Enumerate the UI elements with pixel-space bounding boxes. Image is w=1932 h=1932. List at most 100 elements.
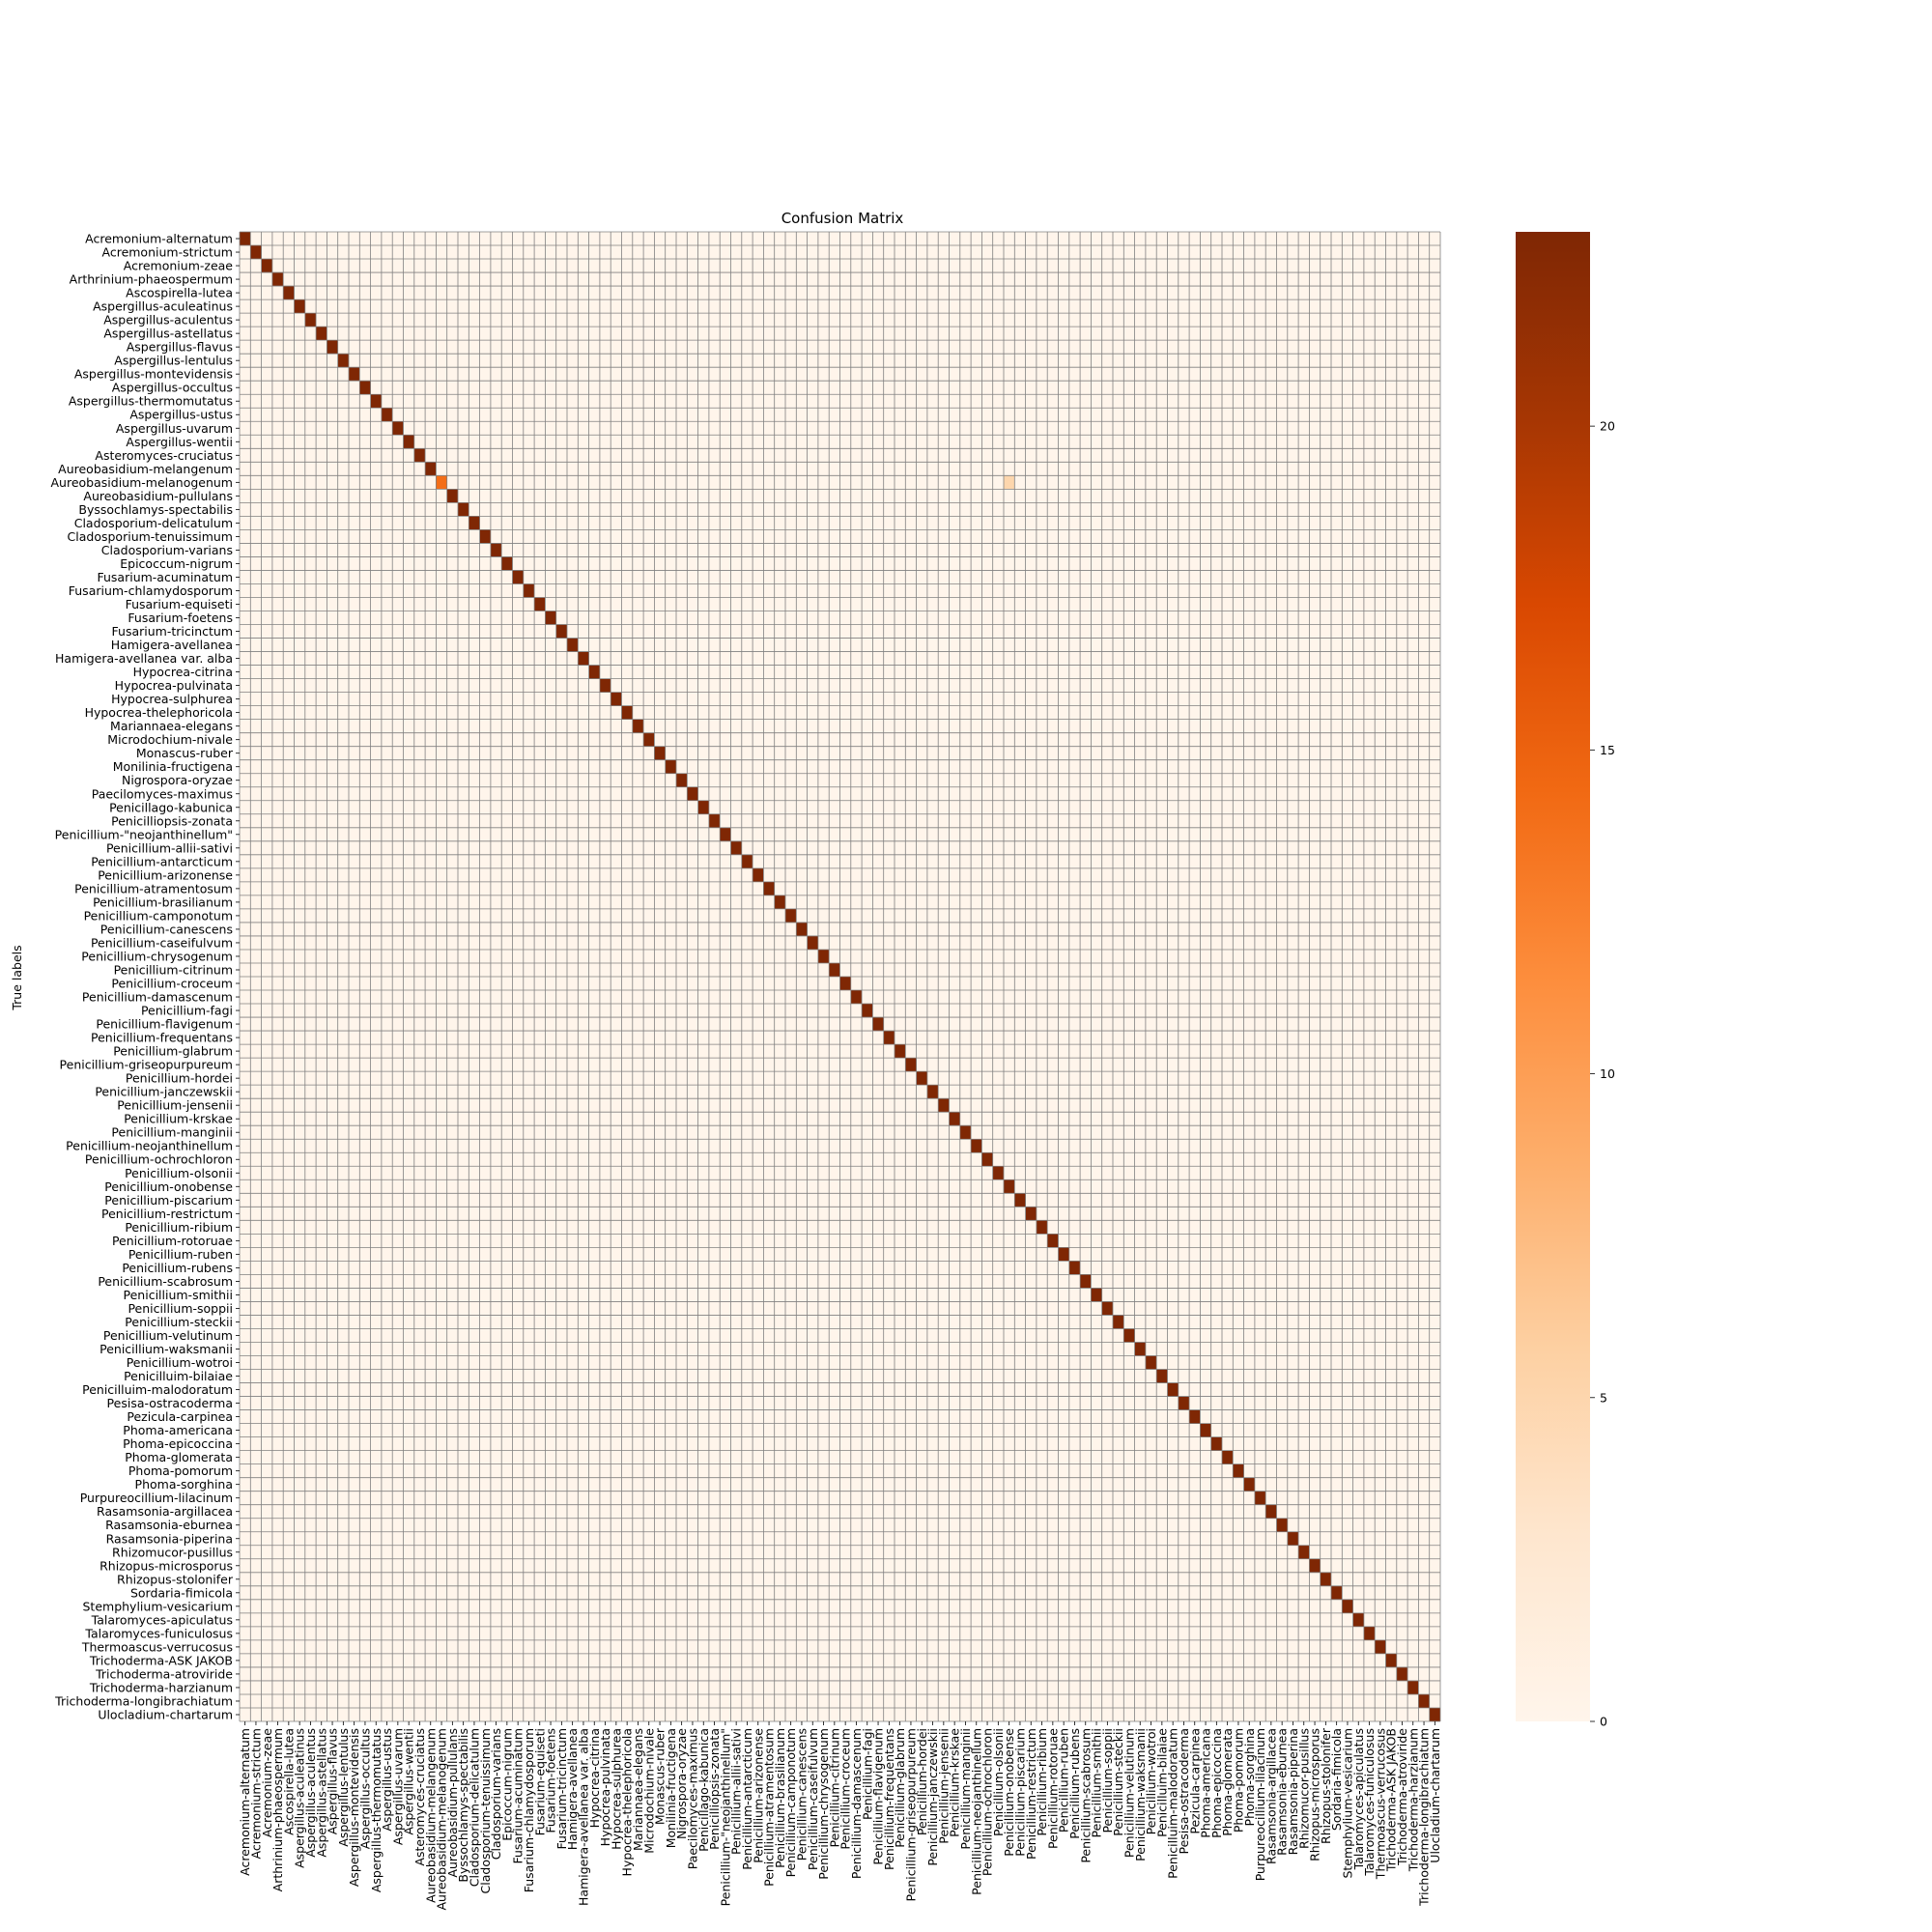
x-tick-label: Penicillium-"neojanthinellum" xyxy=(718,1728,732,1906)
x-tick-labels: Acremonium-alternatumAcremonium-strictum… xyxy=(238,1721,1442,1911)
heatmap-grid xyxy=(239,231,1441,1722)
colorbar-tick-label: 0 xyxy=(1600,1715,1607,1729)
y-tick-label: Penicillium-arizonense xyxy=(98,867,233,882)
y-tick-label: Penicillium-antarcticum xyxy=(91,854,233,868)
y-tick-label: Penicillium-rubens xyxy=(122,1261,233,1275)
x-tick-label: Penicillium-griseopurpureum xyxy=(903,1728,918,1901)
heatmap-cell xyxy=(1200,1423,1211,1437)
x-tick-label: Sordaria-fimicola xyxy=(1329,1728,1344,1831)
y-tick-label: Penicillium-allii-sativi xyxy=(106,840,233,855)
x-tick-label: Pesisa-ostracoderma xyxy=(1177,1728,1191,1854)
heatmap-cell xyxy=(862,1004,873,1018)
heatmap-cell xyxy=(643,732,655,747)
colorbar-tick-label: 15 xyxy=(1600,743,1615,757)
y-tick-label: Ulocladium-chartarum xyxy=(98,1707,233,1721)
y-tick-label: Purpureocillium-lilacinum xyxy=(80,1491,233,1505)
heatmap-cell xyxy=(599,678,611,693)
y-tick-label: Penicillium-hordei xyxy=(126,1071,233,1086)
heatmap-cell xyxy=(807,935,818,950)
heatmap-cell xyxy=(1080,1274,1092,1289)
y-tick-label: Hamigera-avellanea xyxy=(111,638,233,652)
y-tick-label: Rasamsonia-argillacea xyxy=(97,1504,233,1519)
y-tick-label: Mariannaea-elegans xyxy=(110,719,233,733)
x-tick-label: Penicillium-antarcticum xyxy=(740,1728,754,1870)
heatmap-cell xyxy=(240,232,251,246)
heatmap-cell xyxy=(1331,1585,1343,1600)
y-tick-label: Phoma-americana xyxy=(123,1423,233,1437)
y-tick-label: Penicillium-caseifulvum xyxy=(91,935,233,950)
x-tick-label: Hypocrea-pulvinata xyxy=(598,1728,612,1846)
heatmap-cell xyxy=(905,1058,917,1072)
y-tick-label: Ascospirella-lutea xyxy=(126,286,233,300)
x-tick-label: Penicillium-allii-sativi xyxy=(729,1728,744,1855)
x-tick-label: Penicilluim-bilaiae xyxy=(1154,1728,1169,1837)
heatmap-cell xyxy=(708,813,721,828)
x-tick-label: Phoma-glomerata xyxy=(1220,1728,1235,1836)
y-tick-label: Asteromyces-cruciatus xyxy=(95,448,233,463)
x-tick-label: Penicillium-rubens xyxy=(1067,1728,1082,1839)
heatmap-cell xyxy=(1298,1545,1310,1559)
x-tick-label: Penicillium-canescens xyxy=(794,1728,809,1861)
heatmap-cell xyxy=(1265,1504,1277,1519)
y-tick-label: Penicillium-manginii xyxy=(111,1125,233,1140)
heatmap-cell xyxy=(959,1125,972,1140)
y-tick-label: Penicillium-glabrum xyxy=(113,1044,233,1059)
x-tick-label: Penicillium-ribium xyxy=(1035,1728,1049,1836)
y-tick-label: Phoma-glomerata xyxy=(125,1450,233,1464)
x-tick-label: Cladosporium-varians xyxy=(489,1728,503,1860)
y-tick-label: Aspergillus-aculentus xyxy=(103,313,233,327)
x-tick-label: Cladosporium-delicatulum xyxy=(467,1728,481,1887)
heatmap-cell xyxy=(938,1098,950,1113)
y-tick-label: Penicillium-flavigenum xyxy=(96,1017,233,1032)
y-tick-label: Aspergillus-montevidensis xyxy=(74,367,233,382)
heatmap-cell xyxy=(1396,1666,1408,1681)
y-tick-label: Penicillium-ochrochloron xyxy=(85,1152,233,1167)
x-tick-label: Penicillium-olsonii xyxy=(991,1728,1006,1836)
y-tick-label: Penicillium-damascenum xyxy=(82,990,233,1005)
colorbar-tick-label: 20 xyxy=(1600,419,1615,434)
heatmap-cell xyxy=(1233,1463,1244,1478)
heatmap-cell xyxy=(512,570,524,584)
x-tick-label: Fusarium-chlamydosporum xyxy=(522,1728,536,1892)
heatmap-cell xyxy=(588,665,600,679)
y-tick-label: Sordaria-fimicola xyxy=(130,1585,233,1600)
chart-title: Confusion Matrix xyxy=(781,210,904,227)
heatmap-cell xyxy=(304,313,317,327)
x-tick-label: Acremonium-strictum xyxy=(248,1728,263,1860)
x-tick-label: Aspergillus-ustus xyxy=(380,1728,394,1832)
x-tick-label: Aureobasidium-pullulans xyxy=(445,1728,460,1878)
heatmap-cell xyxy=(872,1017,884,1032)
y-tick-label: Penicillium-rotoruae xyxy=(112,1234,233,1248)
x-tick-label: Aspergillus-astellatus xyxy=(314,1728,328,1858)
heatmap-cell xyxy=(1025,1207,1037,1221)
x-tick-label: Talaromyces-funiculosus xyxy=(1362,1728,1377,1877)
x-tick-label: Penicillium-scabrosum xyxy=(1078,1728,1093,1863)
x-tick-label: Rasamsonia-piperina xyxy=(1286,1728,1300,1855)
heatmap-cell xyxy=(621,705,633,720)
heatmap-cell xyxy=(1036,1220,1048,1235)
y-tick-label: Microdochium-nivale xyxy=(107,732,233,747)
y-tick-label: Monilinia-fructigena xyxy=(113,759,233,774)
y-tick-label: Paecilomyces-maximus xyxy=(92,786,233,801)
y-tick-label: Rasamsonia-piperina xyxy=(106,1531,233,1546)
x-tick-label: Penicillium-glabrum xyxy=(893,1728,907,1848)
y-tick-label: Hypocrea-citrina xyxy=(133,665,233,679)
x-tick-label: Penicillium-camponotum xyxy=(783,1728,798,1877)
x-tick-label: Penicillium-citrinum xyxy=(827,1728,841,1847)
heatmap-cell xyxy=(1123,1328,1135,1343)
x-tick-label: Asteromyces-cruciatus xyxy=(412,1728,427,1866)
x-tick-label: Penicillium-hordei xyxy=(915,1728,929,1835)
x-tick-label: Rasamsonia-argillacea xyxy=(1264,1728,1278,1864)
y-tick-label: Cladosporium-delicatulum xyxy=(74,516,233,530)
x-tick-label: Penicillium-atramentosum xyxy=(762,1728,777,1887)
x-tick-label: Nigrospora-oryzae xyxy=(674,1728,689,1839)
y-tick-label: Monascus-ruber xyxy=(136,746,234,760)
heatmap-cell xyxy=(883,1031,895,1045)
x-tick-label: Cladosporium-tenuissimum xyxy=(478,1728,493,1893)
y-tick-label: Penicillium-ruben xyxy=(128,1247,233,1262)
y-tick-label: Penicillium-piscarium xyxy=(104,1193,233,1208)
y-tick-label: Fusarium-acuminatum xyxy=(97,570,233,584)
x-tick-label: Phoma-pomorum xyxy=(1231,1728,1245,1833)
y-tick-label: Penicillium-canescens xyxy=(100,922,233,936)
x-tick-label: Penicillium-ruben xyxy=(1057,1728,1071,1833)
